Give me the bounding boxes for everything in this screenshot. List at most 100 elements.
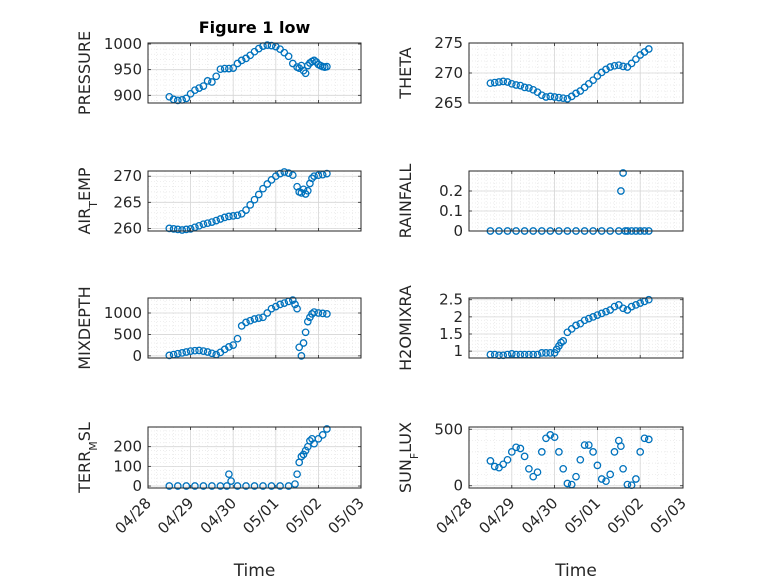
axes-frame: [468, 297, 684, 359]
data-point: [227, 477, 235, 485]
data-point: [542, 349, 550, 357]
data-point: [559, 337, 568, 345]
subplot-4: 0 0.1 0.2 RAINFALL: [396, 164, 684, 240]
data-point: [229, 64, 238, 72]
data-point: [310, 308, 318, 316]
y-tick-label: 200: [113, 438, 142, 456]
data-point: [520, 83, 529, 92]
data-point: [229, 341, 238, 349]
data-point: [195, 221, 203, 230]
y-axis-label: AIRTEMP: [75, 167, 100, 234]
data-point: [263, 180, 272, 188]
data-point: [537, 448, 546, 456]
data-point: [293, 470, 301, 479]
data-point: [173, 96, 182, 105]
data-point: [220, 213, 229, 222]
y-tick-label: 270: [434, 64, 463, 82]
data-point: [495, 78, 503, 86]
data-point: [563, 479, 572, 488]
y-tick-label: 2: [453, 308, 463, 326]
data-point: [288, 171, 297, 180]
y-tick-label: 500: [113, 325, 142, 343]
data-point: [606, 470, 615, 479]
subplot-1: 900 950 1000 PRESSURE Figure 1 low: [75, 18, 362, 115]
data-point: [225, 470, 233, 479]
data-point: [602, 65, 610, 74]
y-tick-label: 0: [453, 477, 463, 495]
data-point: [259, 184, 267, 193]
data-point: [314, 171, 323, 180]
data-point: [572, 472, 580, 481]
data-point: [191, 346, 199, 355]
y-tick-label: 260: [113, 219, 142, 237]
data-point: [199, 482, 208, 490]
data-point: [627, 302, 636, 311]
axes-background: [148, 427, 361, 488]
data-point: [323, 425, 331, 433]
data-point: [486, 457, 495, 465]
data-point: [490, 462, 499, 471]
data-point: [173, 349, 182, 358]
data-point: [165, 351, 174, 360]
y-tick-label: 0.2: [439, 182, 463, 200]
y-tick-label: 1.5: [439, 325, 463, 343]
data-point: [546, 92, 555, 101]
data-point: [182, 348, 191, 356]
data-point: [310, 439, 318, 448]
data-point: [644, 435, 653, 444]
data-point: [323, 62, 331, 71]
data-point: [576, 455, 585, 464]
data-point: [225, 343, 233, 351]
data-point: [191, 86, 199, 95]
data-point: [589, 448, 597, 456]
data-point: [310, 172, 318, 181]
data-point: [237, 56, 246, 65]
data-point: [486, 79, 495, 88]
data-point: [212, 72, 221, 81]
data-point: [208, 482, 216, 490]
subplot-6: 11.522.5 H2OMIXRA: [396, 285, 684, 371]
data-point: [299, 339, 308, 347]
data-point: [602, 307, 610, 316]
chart-title: Figure 1 low: [199, 18, 311, 37]
data-point: [242, 482, 250, 490]
data-point: [507, 79, 516, 88]
data-point: [267, 482, 276, 490]
data-point: [301, 69, 310, 78]
data-point: [250, 315, 259, 323]
axes-background: [148, 171, 361, 231]
data-point: [250, 195, 259, 204]
y-tick-label: 0: [453, 222, 463, 240]
data-point: [636, 299, 645, 307]
y-axis-label: THETA: [396, 47, 415, 99]
data-point: [619, 304, 627, 313]
y-tick-label: 265: [434, 94, 463, 112]
data-point: [580, 316, 589, 325]
data-point: [191, 482, 199, 490]
data-point: [173, 225, 182, 234]
data-point: [222, 482, 231, 490]
data-point: [284, 52, 293, 61]
data-point: [632, 301, 640, 309]
data-point: [323, 169, 331, 178]
data-point: [533, 468, 542, 477]
data-point: [303, 317, 312, 326]
data-point: [263, 309, 272, 317]
data-point: [284, 169, 293, 177]
data-point: [242, 206, 250, 214]
data-point: [610, 302, 619, 311]
data-point: [318, 309, 327, 318]
data-point: [297, 452, 306, 461]
data-point: [555, 93, 563, 102]
y-axis-label: TERRMSL: [75, 422, 100, 494]
data-point: [512, 443, 520, 452]
data-point: [186, 225, 195, 233]
data-point: [542, 93, 550, 101]
data-point: [186, 347, 195, 355]
data-point: [503, 455, 512, 464]
data-point: [503, 78, 512, 86]
data-point: [225, 64, 233, 73]
data-point: [208, 78, 216, 86]
data-point: [602, 477, 610, 486]
data-point: [308, 174, 316, 183]
